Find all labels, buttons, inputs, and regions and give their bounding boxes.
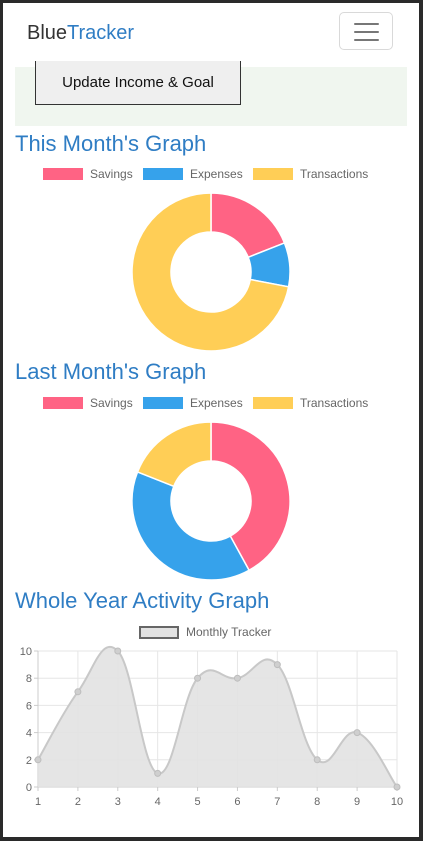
last-month-title: Last Month's Graph [15,359,207,384]
this-month-legend: Savings Expenses Transactions [3,166,419,182]
y-tick-label: 4 [26,728,32,740]
legend-label-expenses: Expenses [190,167,243,181]
x-tick-label: 2 [75,796,81,808]
x-tick-label: 5 [194,796,200,808]
brand-accent: Tracker [67,22,135,44]
x-tick-label: 1 [35,796,41,808]
navbar: BlueTracker [3,3,419,67]
hamburger-line [354,31,379,33]
x-tick-label: 9 [354,796,360,808]
y-tick-label: 8 [26,673,32,685]
x-tick-label: 8 [314,796,320,808]
last-month-doughnut-chart [131,421,291,581]
data-point[interactable] [74,688,82,696]
data-point[interactable] [154,769,162,777]
hamburger-line [354,39,379,41]
data-point[interactable] [114,647,122,655]
last-month-legend: Savings Expenses Transactions [3,395,419,411]
update-income-goal-button[interactable]: Update Income & Goal [35,61,241,105]
legend-label-transactions: Transactions [300,396,369,410]
legend-label-expenses: Expenses [190,396,243,410]
this-month-title: This Month's Graph [15,131,207,156]
data-point[interactable] [313,756,321,764]
legend-swatch-transactions [253,397,293,409]
legend-swatch-savings [43,397,83,409]
y-tick-label: 10 [20,646,32,658]
data-point[interactable] [393,783,401,791]
x-tick-label: 6 [234,796,240,808]
menu-toggle-button[interactable] [339,12,393,50]
legend-label-transactions: Transactions [300,167,369,181]
x-tick-label: 3 [115,796,121,808]
data-point[interactable] [273,661,281,669]
income-goal-panel: Update Income & Goal [15,61,407,126]
hamburger-menu-icon [354,23,379,25]
this-month-doughnut-chart [131,192,291,352]
legend-swatch-monthly [139,626,179,639]
y-tick-label: 0 [26,782,32,794]
legend-swatch-expenses [143,168,183,180]
legend-label-savings: Savings [90,396,133,410]
whole-year-title: Whole Year Activity Graph [15,588,270,613]
brand-prefix: Blue [27,22,68,44]
whole-year-legend: Monthly Tracker [3,624,419,640]
series-area-monthly-tracker [38,646,397,787]
data-point[interactable] [34,756,42,764]
slice-savings[interactable] [210,421,291,572]
legend-swatch-savings [43,168,83,180]
brand-logo[interactable]: BlueTracker [27,22,134,44]
series-line-monthly-tracker [37,645,398,788]
legend-label-monthly: Monthly Tracker [186,625,272,639]
legend-swatch-transactions [253,168,293,180]
legend-swatch-expenses [143,397,183,409]
slice-transactions[interactable] [136,421,212,488]
data-point[interactable] [353,729,361,737]
slice-expenses[interactable] [131,470,251,581]
x-tick-label: 10 [391,796,403,808]
x-tick-label: 4 [155,796,161,808]
y-tick-label: 2 [26,755,32,767]
legend-label-savings: Savings [90,167,133,181]
slice-transactions[interactable] [131,192,290,352]
data-point[interactable] [194,674,202,682]
y-tick-label: 6 [26,700,32,712]
x-tick-label: 7 [274,796,280,808]
data-point[interactable] [233,674,241,682]
app-frame: BlueTracker Update Income & Goal This Mo… [3,3,419,837]
